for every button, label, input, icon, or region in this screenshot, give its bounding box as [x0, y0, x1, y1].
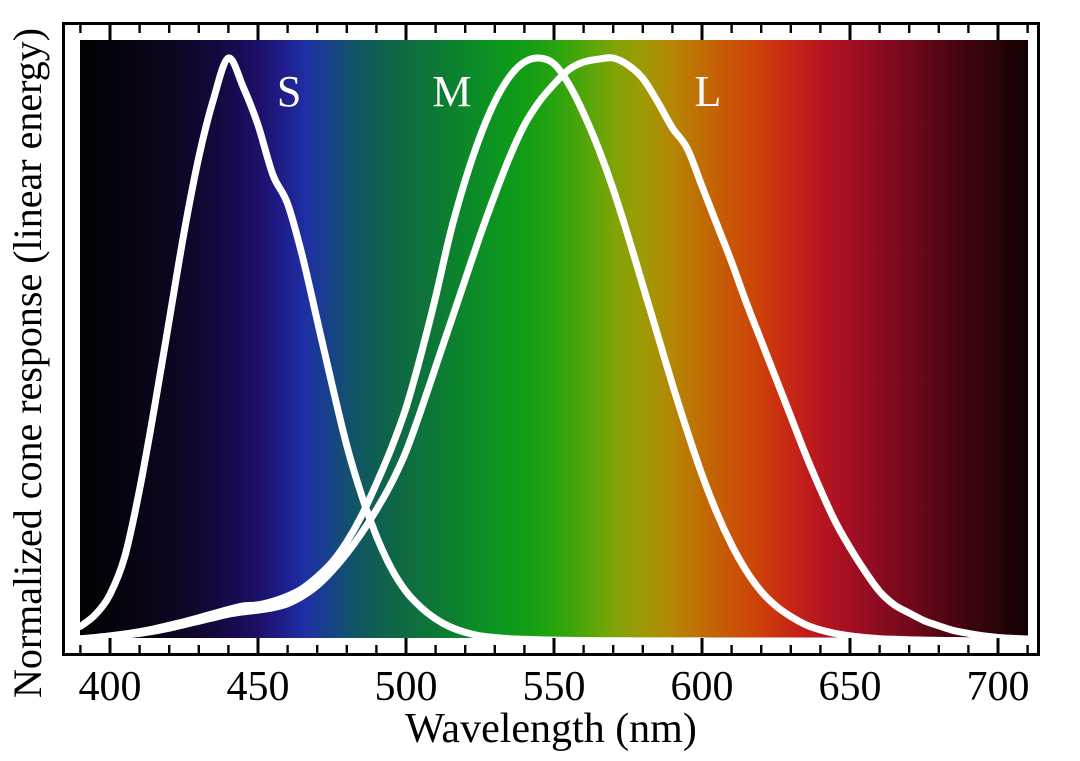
x-tick-label-600: 600 — [671, 664, 734, 710]
plot-frame — [62, 22, 1040, 656]
curve-label-L: L — [694, 67, 721, 116]
x-tick-label-400: 400 — [79, 664, 142, 710]
cone-curve-L — [76, 54, 1032, 643]
x-tick-label-500: 500 — [375, 664, 438, 710]
x-tick-label-650: 650 — [819, 664, 882, 710]
cone-curve-M — [76, 54, 1032, 645]
x-tick-label-450: 450 — [227, 664, 290, 710]
x-axis-label: Wavelength (nm) — [405, 706, 697, 752]
curve-label-M: M — [432, 67, 471, 116]
axis-ticks — [79, 25, 1029, 653]
curve-label-S: S — [277, 67, 301, 116]
x-tick-label-700: 700 — [967, 664, 1030, 710]
spectrum-gradient-background — [80, 40, 1028, 638]
x-tick-label-550: 550 — [523, 664, 586, 710]
